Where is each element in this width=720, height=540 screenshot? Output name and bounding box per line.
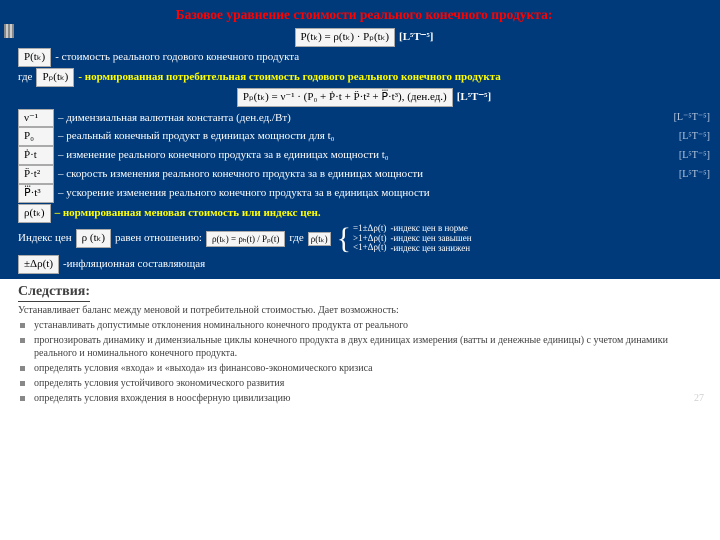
consequences-intro: Устанавливает баланс между меновой и пот… xyxy=(18,304,702,317)
rho-symbol: ρ(tₖ) xyxy=(18,204,51,223)
where-row: где Pₚ(tₖ) - нормированная потребительна… xyxy=(18,68,710,87)
def-symbol: P⃛·t³ xyxy=(18,184,54,203)
index-ratio: ρ(tₖ) = ρₕ(t) / Pₚ(t) xyxy=(206,231,285,247)
def-unit: [L⁻⁵T⁻⁵] xyxy=(674,111,710,125)
index-cases-labels: -индекс цен в норме-индекс цен завышен-и… xyxy=(390,224,471,254)
bottom-section: Следствия: Устанавливает баланс между ме… xyxy=(0,279,720,411)
cost-def-row: P(tₖ) - стоимость реального годового кон… xyxy=(18,48,710,67)
index-mid: равен отношению: xyxy=(115,231,202,246)
slide-title: Базовое уравнение стоимости реального ко… xyxy=(18,6,710,24)
index-cases: ρ(tₖ) { =1±Δρ(t)>1+Δρ(t)<1+Δρ(t) -индекс… xyxy=(308,224,472,254)
def-symbol: ν⁻¹ xyxy=(18,109,54,128)
def-symbol: P₀ xyxy=(18,127,54,146)
rho-def-text: – нормированная меновая стоимость или ин… xyxy=(55,206,321,221)
inflation-symbol: ±Δρ(t) xyxy=(18,255,59,274)
def-unit: [L⁵T⁻⁵] xyxy=(679,149,710,163)
inflation-text: -инфляционная составляющая xyxy=(63,257,205,272)
def-text: – изменение реального конечного продукта… xyxy=(58,148,675,163)
definition-row: P₀ – реальный конечный продукт в единицах… xyxy=(18,127,710,146)
index-cases-values: =1±Δρ(t)>1+Δρ(t)<1+Δρ(t) xyxy=(353,224,386,254)
pp-equation-unit: [L⁵T⁻⁵] xyxy=(457,90,491,105)
list-item: определять условия «входа» и «выхода» из… xyxy=(18,362,702,375)
main-equation-unit: [L⁵T⁻⁵] xyxy=(399,30,433,45)
consequences-heading: Следствия: xyxy=(18,283,90,302)
def-symbol: P̈·t² xyxy=(18,165,54,184)
def-unit: [L⁵T⁻⁵] xyxy=(679,130,710,144)
definitions-list: ν⁻¹ – димензиальная валютная константа (д… xyxy=(18,109,710,203)
pp-equation: Pₚ(tₖ) = ν⁻¹ · (P₀ + Ṗ·t + P̈·t² + P⃛·t³… xyxy=(237,88,453,107)
page-number: 27 xyxy=(694,392,704,405)
definition-row: Ṗ·t – изменение реального конечного проду… xyxy=(18,146,710,165)
index-pre: Индекс цен xyxy=(18,231,72,246)
pp-def-text: - нормированная потребительная стоимость… xyxy=(78,70,500,85)
definition-row: ν⁻¹ – димензиальная валютная константа (д… xyxy=(18,109,710,128)
pp-equation-row: Pₚ(tₖ) = ν⁻¹ · (P₀ + Ṗ·t + P̈·t² + P⃛·t³… xyxy=(18,88,710,107)
def-text: – ускорение изменения реального конечног… xyxy=(58,186,710,201)
pp-symbol: Pₚ(tₖ) xyxy=(36,68,74,87)
list-item: устанавливать допустимые отклонения номи… xyxy=(18,319,702,332)
def-unit: [L⁵T⁻⁵] xyxy=(679,168,710,182)
cost-def-text: - стоимость реального годового конечного… xyxy=(55,50,299,65)
list-item: прогнозировать динамику и димензиальные … xyxy=(18,334,702,360)
list-item: определять условия устойчивого экономиче… xyxy=(18,377,702,390)
rho-def-row: ρ(tₖ) – нормированная меновая стоимость … xyxy=(18,204,710,223)
consequences-list: устанавливать допустимые отклонения номи… xyxy=(18,319,702,405)
inflation-row: ±Δρ(t) -инфляционная составляющая xyxy=(18,255,710,274)
index-row: Индекс цен ρ (tₖ) равен отношению: ρ(tₖ)… xyxy=(18,224,710,254)
list-item: определять условия вхождения в ноосферну… xyxy=(18,392,702,405)
def-text: – реальный конечный продукт в единицах м… xyxy=(58,129,675,144)
def-text: – димензиальная валютная константа (ден.… xyxy=(58,111,670,126)
definition-row: P⃛·t³ – ускорение изменения реального кон… xyxy=(18,184,710,203)
brace-icon: { xyxy=(337,224,351,254)
main-equation-row: P(tₖ) = ρ(tₖ) · Pₚ(tₖ) [L⁵T⁻⁵] xyxy=(18,28,710,47)
where-label: где xyxy=(18,70,32,85)
index-where: где xyxy=(289,231,303,246)
def-text: – скорость изменения реального конечного… xyxy=(58,167,675,182)
index-box1: ρ (tₖ) xyxy=(76,229,111,248)
def-symbol: Ṗ·t xyxy=(18,146,54,165)
cost-symbol: P(tₖ) xyxy=(18,48,51,67)
main-equation: P(tₖ) = ρ(tₖ) · Pₚ(tₖ) xyxy=(295,28,396,47)
definition-row: P̈·t² – скорость изменения реального коне… xyxy=(18,165,710,184)
